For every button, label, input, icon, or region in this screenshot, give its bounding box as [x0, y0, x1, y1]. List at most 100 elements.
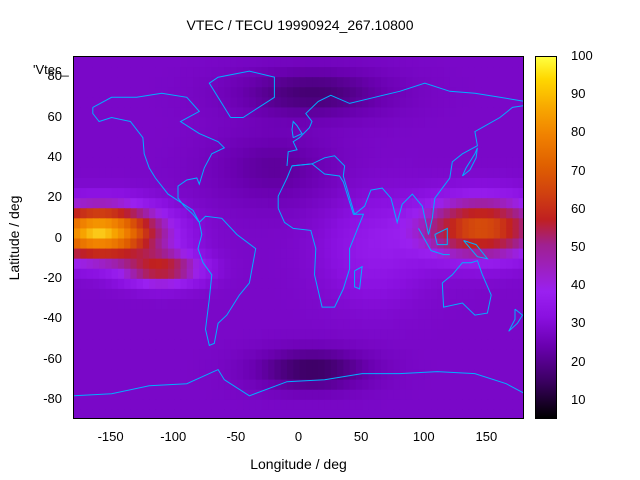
heatmap-cell: [236, 299, 244, 310]
heatmap-cell: [312, 278, 319, 290]
heatmap-cell: [199, 299, 207, 310]
heatmap-cell: [205, 87, 213, 98]
heatmap-cell: [155, 178, 163, 189]
heatmap-cell: [512, 268, 520, 280]
heatmap-cell: [149, 97, 157, 109]
heatmap-cell: [105, 218, 113, 230]
heatmap-cell: [305, 87, 313, 98]
heatmap-cell: [324, 127, 332, 139]
heatmap-cell: [493, 147, 501, 159]
heatmap-cell: [161, 268, 169, 280]
heatmap-cell: [86, 278, 94, 290]
heatmap-cell: [481, 299, 489, 310]
heatmap-cell: [174, 107, 182, 119]
heatmap-cell: [443, 87, 451, 98]
heatmap-cell: [362, 117, 369, 129]
heatmap-cell: [456, 268, 463, 280]
heatmap-cell: [105, 198, 113, 209]
heatmap-cell: [418, 339, 426, 351]
heatmap-cell: [236, 208, 244, 219]
heatmap-cell: [312, 167, 319, 179]
heatmap-cell: [424, 258, 432, 270]
heatmap-cell: [155, 188, 163, 199]
heatmap-cell: [474, 117, 482, 129]
heatmap-cell: [349, 167, 357, 179]
heatmap-cell: [424, 299, 432, 310]
heatmap-cell: [362, 409, 369, 418]
heatmap-cell: [318, 339, 326, 351]
heatmap-cell: [431, 127, 438, 139]
heatmap-cell: [399, 127, 407, 139]
heatmap-cell: [512, 218, 520, 230]
heatmap-cell: [199, 57, 207, 68]
heatmap-cell: [186, 409, 194, 418]
heatmap-cell: [224, 67, 232, 78]
heatmap-cell: [130, 248, 138, 260]
heatmap-cell: [499, 258, 507, 270]
heatmap-cell: [387, 67, 395, 78]
heatmap-cell: [92, 107, 100, 119]
heatmap-cell: [393, 349, 401, 361]
heatmap-cell: [111, 399, 119, 411]
heatmap-cell: [186, 258, 194, 270]
heatmap-cell: [481, 389, 489, 401]
heatmap-cell: [293, 127, 301, 139]
heatmap-cell: [130, 329, 138, 340]
heatmap-cell: [218, 87, 225, 98]
heatmap-cell: [437, 147, 445, 159]
heatmap-cell: [487, 278, 495, 290]
heatmap-cell: [280, 349, 288, 361]
heatmap-cell: [218, 399, 225, 411]
heatmap-cell: [443, 379, 451, 391]
heatmap-cell: [161, 77, 169, 88]
heatmap-cell: [92, 97, 100, 109]
heatmap-cell: [512, 178, 520, 189]
heatmap-cell: [74, 369, 81, 381]
heatmap-cell: [499, 248, 507, 260]
heatmap-cell: [418, 379, 426, 391]
heatmap-cell: [487, 178, 495, 189]
heatmap-cell: [105, 167, 113, 179]
heatmap-cell: [318, 178, 326, 189]
heatmap-cell: [211, 198, 219, 209]
heatmap-cell: [449, 67, 457, 78]
heatmap-cell: [387, 178, 395, 189]
heatmap-cell: [174, 77, 182, 88]
heatmap-cell: [180, 319, 188, 330]
heatmap-cell: [374, 208, 382, 219]
heatmap-cell: [299, 178, 307, 189]
heatmap-cell: [330, 349, 338, 361]
heatmap-cell: [293, 117, 301, 129]
heatmap-cell: [167, 97, 175, 109]
heatmap-cell: [186, 349, 194, 361]
heatmap-cell: [80, 87, 88, 98]
heatmap-cell: [243, 157, 250, 169]
heatmap-cell: [437, 399, 445, 411]
heatmap-cell: [174, 359, 182, 371]
heatmap-cell: [142, 238, 150, 250]
heatmap-cell: [155, 389, 163, 401]
heatmap-cell: [387, 248, 395, 260]
heatmap-cell: [418, 319, 426, 330]
heatmap-cell: [456, 77, 463, 88]
y-tick-label: -40: [43, 310, 62, 326]
coastline: [418, 228, 450, 256]
heatmap-cell: [224, 359, 232, 371]
heatmap-cell: [105, 127, 113, 139]
colorbar-tick-label: 10: [571, 391, 586, 407]
heatmap-cell: [506, 238, 514, 250]
heatmap-cell: [474, 299, 482, 310]
heatmap-cell: [243, 137, 250, 149]
heatmap-cell: [130, 299, 138, 310]
heatmap-cell: [293, 329, 301, 340]
heatmap-cell: [249, 77, 257, 88]
heatmap-cell: [80, 107, 88, 119]
heatmap-cell: [130, 238, 138, 250]
heatmap-cell: [330, 67, 338, 78]
heatmap-cell: [330, 188, 338, 199]
heatmap-cell: [518, 87, 523, 98]
heatmap-cell: [80, 379, 88, 391]
heatmap-cell: [405, 389, 413, 401]
heatmap-cell: [205, 238, 213, 250]
heatmap-cell: [161, 178, 169, 189]
